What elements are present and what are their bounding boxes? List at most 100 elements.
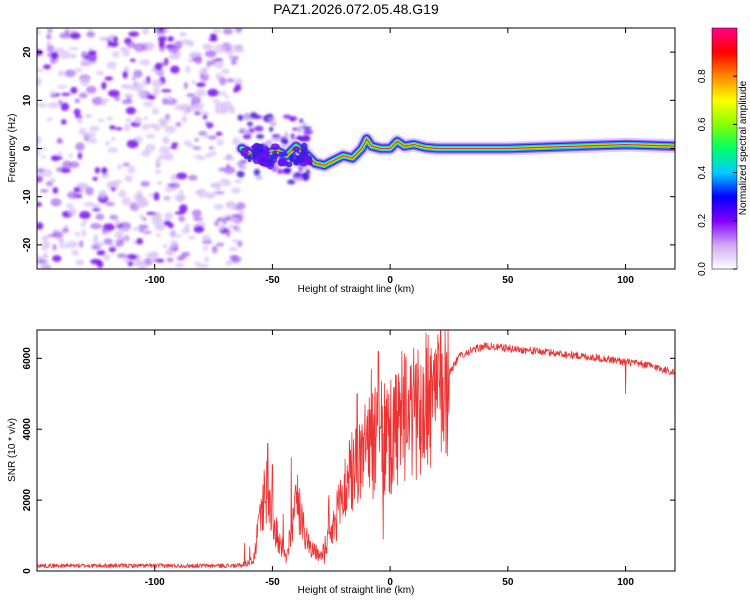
x-tick-label: -50 bbox=[265, 577, 280, 588]
spectrogram-noise-blob bbox=[187, 58, 194, 63]
spectrogram-ridge-blob bbox=[292, 146, 301, 152]
spectrogram-noise-blob bbox=[122, 70, 128, 79]
spectrogram-noise-blob bbox=[40, 235, 49, 242]
spectrogram-noise-blob bbox=[235, 202, 246, 210]
spectrogram-noise-blob bbox=[283, 114, 291, 119]
spectrogram-noise-blob bbox=[89, 125, 100, 132]
spectrogram-noise-blob bbox=[116, 253, 127, 259]
spectrogram-noise-blob bbox=[140, 180, 150, 187]
spectrogram-noise-blob bbox=[79, 240, 84, 249]
y-tick-label: 6000 bbox=[22, 347, 33, 370]
spectrogram-noise-blob bbox=[183, 82, 189, 90]
spectrogram-noise-blob bbox=[269, 121, 277, 127]
spectrogram-noise-blob bbox=[94, 167, 101, 174]
spectrogram-noise-blob bbox=[239, 166, 248, 170]
spectrogram-noise-blob bbox=[207, 135, 218, 140]
spectrogram-noise-blob bbox=[296, 176, 304, 182]
spectrogram-ridge-blob bbox=[300, 151, 309, 156]
spectrogram-noise-blob bbox=[95, 213, 105, 220]
snr-y-axis: 0 2000 4000 6000 bbox=[22, 347, 675, 574]
spectrogram-noise-blob bbox=[96, 70, 105, 76]
spectrogram-noise-blob bbox=[154, 169, 162, 174]
spectrogram-noise-blob bbox=[152, 87, 160, 96]
spectrogram-noise-blob bbox=[213, 191, 225, 195]
snr-x-axis: -100 -50 0 50 100 bbox=[145, 330, 634, 588]
spectrogram-noise-blob bbox=[204, 256, 210, 263]
spectrogram-noise-blob bbox=[86, 85, 97, 94]
snr-panel: -100 -50 0 50 100 0 2000 4000 6000 Height of st… bbox=[7, 329, 676, 596]
spectrogram-noise-blob bbox=[277, 168, 283, 174]
spectrogram-noise-blob bbox=[121, 197, 132, 206]
spectrogram-noise-blob bbox=[164, 212, 174, 221]
spectrogram-noise-blob bbox=[153, 192, 160, 201]
spectrogram-noise-blob bbox=[227, 44, 233, 49]
spectrogram-noise-blob bbox=[45, 180, 54, 187]
spectrogram-noise-blob bbox=[142, 78, 148, 88]
spectrogram-noise-blob bbox=[66, 203, 74, 209]
spectrogram-noise-blob bbox=[37, 68, 44, 73]
spectrogram-noise-blob bbox=[283, 167, 292, 173]
spectrogram-noise-blob bbox=[81, 228, 87, 238]
spectrogram-noise-blob bbox=[284, 131, 289, 140]
spectrogram-noise-blob bbox=[74, 98, 81, 104]
spectrogram-noise-blob bbox=[194, 261, 201, 266]
spectrogram-noise-blob bbox=[168, 230, 177, 237]
spectrogram-noise-blob bbox=[96, 260, 104, 269]
spectrogram-noise-blob bbox=[265, 139, 273, 146]
spectrogram-noise-blob bbox=[68, 47, 79, 51]
spectrogram-noise-blob bbox=[143, 116, 149, 121]
spectrogram-noise-blob bbox=[92, 208, 101, 212]
spectrogram-noise-blob bbox=[68, 161, 80, 169]
spectrogram-noise-blob bbox=[233, 44, 242, 53]
y-tick-label: 0 bbox=[22, 145, 33, 151]
spectrogram-noise-blob bbox=[101, 99, 107, 106]
spectrogram-noise-blob bbox=[108, 89, 120, 98]
spectrogram-noise-blob bbox=[96, 250, 106, 256]
spectrogram-noise-blob bbox=[174, 263, 185, 268]
spectrogram-noise-blob bbox=[211, 245, 218, 254]
spectrogram-noise-blob bbox=[46, 41, 52, 47]
spectrogram-noise-blob bbox=[107, 41, 119, 48]
spectrogram-noise-blob bbox=[108, 246, 117, 253]
spectrogram-noise-blob bbox=[129, 58, 136, 62]
spectrogram-noise-blob bbox=[225, 228, 231, 238]
spectrogram-noise-blob bbox=[221, 180, 232, 187]
spectrogram-noise-blob bbox=[186, 93, 196, 98]
spectrogram-noise-blob bbox=[124, 175, 133, 183]
spectrogram-noise-blob bbox=[111, 187, 116, 192]
spectrogram-noise-blob bbox=[216, 139, 224, 146]
spectrogram-noise-blob bbox=[297, 125, 303, 134]
spectrogram-noise-blob bbox=[231, 59, 237, 66]
spectrogram-noise-blob bbox=[225, 163, 231, 171]
spectrogram-noise-blob bbox=[170, 240, 179, 249]
spectrogram-noise-blob bbox=[37, 202, 42, 207]
spectrogram-noise-blob bbox=[212, 29, 222, 33]
spectrogram-noise-blob bbox=[207, 88, 219, 97]
spectrogram-noise-blob bbox=[197, 263, 210, 269]
spectrogram-noise-blob bbox=[58, 99, 63, 106]
spectrogram-noise-blob bbox=[58, 70, 65, 77]
spectrogram-noise-blob bbox=[59, 50, 71, 60]
spectrogram-noise-blob bbox=[133, 227, 138, 232]
spectrogram-noise-blob bbox=[47, 28, 53, 33]
spectrogram-noise-blob bbox=[195, 89, 207, 97]
spectrogram-noise-blob bbox=[267, 117, 276, 121]
spectrogram-noise-blob bbox=[39, 189, 49, 193]
spectrogram-noise-blob bbox=[141, 124, 150, 131]
spectrogram-noise-blob bbox=[54, 156, 63, 160]
spectrogram-noise-blob bbox=[236, 161, 246, 167]
spectrogram-noise-blob bbox=[91, 96, 104, 106]
spectrogram-noise-blob bbox=[224, 95, 230, 99]
spectrogram-noise-blob bbox=[162, 136, 170, 145]
spectrogram-noise-blob bbox=[113, 36, 118, 43]
colorbar-tick-label: 0.2 bbox=[697, 213, 708, 227]
spectrogram-noise-blob bbox=[83, 202, 95, 207]
spectrogram-noise-blob bbox=[122, 162, 131, 167]
spectrogram-noise-blob bbox=[162, 196, 172, 201]
spectrogram-noise-blob bbox=[133, 193, 139, 201]
spectrogram-noise-blob bbox=[90, 223, 102, 230]
spectrogram-noise-blob bbox=[192, 217, 204, 221]
spectrogram-noise-blob bbox=[228, 224, 235, 229]
spectrogram-noise-blob bbox=[222, 91, 227, 96]
spectrogram-noise-blob bbox=[75, 142, 85, 151]
